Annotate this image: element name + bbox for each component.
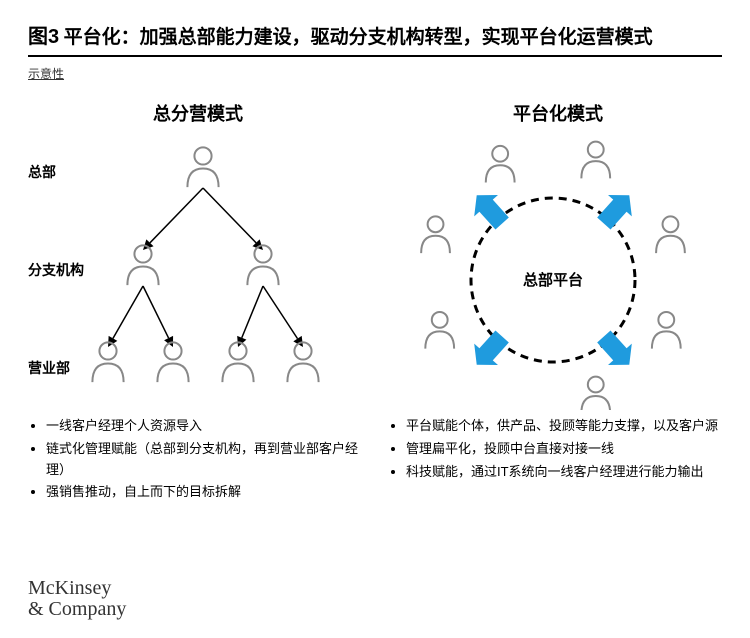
bullet-item: 科技赋能，通过IT系统向一线客户经理进行能力输出 [406,462,728,483]
bullet-item: 管理扁平化，投顾中台直接对接一线 [406,439,728,460]
columns: 总分营模式 总部 分支机构 营业部 一线客户经理个人资源导入链式化管理赋能（总部 [28,100,722,505]
bullet-item: 强销售推动，自上而下的目标拆解 [46,482,368,503]
figure-number: 图3 [28,26,59,48]
mckinsey-logo: McKinsey & Company [28,578,126,620]
row-label-2: 营业部 [28,358,70,378]
left-column: 总分营模式 总部 分支机构 营业部 一线客户经理个人资源导入链式化管理赋能（总部 [28,100,368,505]
platform-svg: 总部平台 [388,140,728,410]
bullet-item: 一线客户经理个人资源导入 [46,416,368,437]
person-icon [222,342,253,382]
person-icon [187,147,218,187]
person-icon [157,342,188,382]
person-icon [247,245,278,285]
person-icon [92,342,123,382]
person-icon [652,312,681,349]
bullet-item: 链式化管理赋能（总部到分支机构，再到营业部客户经理） [46,439,368,481]
figure-title: 图3 平台化：加强总部能力建设，驱动分支机构转型，实现平台化运营模式 [28,20,722,57]
right-diagram: 总部平台 [388,140,728,410]
bullet-item: 平台赋能个体，供产品、投顾等能力支撑，以及客户源 [406,416,728,437]
left-header: 总分营模式 [28,100,368,126]
logo-line2: & Company [28,599,126,620]
person-icon [287,342,318,382]
row-label-0: 总部 [28,162,56,182]
person-icon [421,216,450,253]
right-header: 平台化模式 [388,100,728,126]
left-diagram: 总部 分支机构 营业部 [28,140,368,410]
logo-line1: McKinsey [28,578,126,599]
right-column: 平台化模式 总部平台 平台赋能个体，供产品、投顾等能力支撑，以及客户源管理扁平化… [388,100,728,505]
row-label-1: 分支机构 [28,260,84,280]
person-icon [581,377,610,410]
subtitle: 示意性 [28,65,722,82]
person-icon [486,146,515,183]
person-icon [581,142,610,179]
person-icon [127,245,158,285]
person-icon [425,312,454,349]
right-bullets: 平台赋能个体，供产品、投顾等能力支撑，以及客户源管理扁平化，投顾中台直接对接一线… [388,416,728,482]
center-label: 总部平台 [523,271,583,289]
figure-title-text: 平台化：加强总部能力建设，驱动分支机构转型，实现平台化运营模式 [64,27,653,48]
left-bullets: 一线客户经理个人资源导入链式化管理赋能（总部到分支机构，再到营业部客户经理）强销… [28,416,368,503]
person-icon [656,216,685,253]
